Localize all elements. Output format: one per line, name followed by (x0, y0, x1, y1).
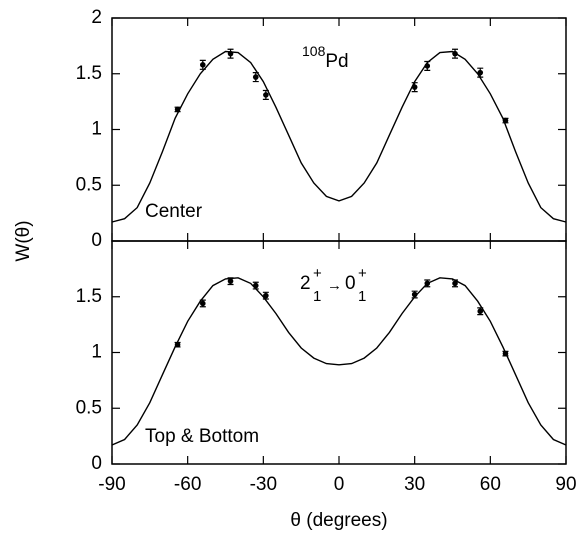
data-point (200, 300, 206, 307)
element: Pd (325, 51, 348, 72)
data-point (502, 117, 509, 124)
data-point (452, 280, 458, 287)
panel-label: Top & Bottom (145, 426, 259, 447)
transition-label: 2 + 1 → 0 + 1 (300, 265, 367, 305)
data-point (227, 50, 234, 57)
x-tick-label: 90 (555, 474, 576, 495)
y-tick-label: 0 (91, 453, 102, 474)
data-point (174, 106, 181, 113)
data-point (411, 291, 418, 298)
data-point (477, 69, 484, 76)
final-spin: 0 (345, 273, 356, 294)
x-axis-label: θ (degrees) (290, 510, 387, 531)
x-tick-label: -90 (98, 474, 125, 495)
y-tick-label: 1.5 (76, 286, 102, 307)
initial-index: 1 (313, 288, 321, 305)
data-point (263, 92, 269, 98)
fit-curve (111, 277, 567, 446)
y-tick-label: 1.5 (76, 63, 102, 84)
y-tick-label: 0 (91, 230, 102, 251)
data-point (252, 282, 259, 289)
data-point (477, 308, 484, 315)
y-tick-label: 0.5 (76, 397, 102, 418)
final-parity: + (358, 265, 367, 282)
data-point (424, 63, 431, 69)
data-point (411, 84, 418, 90)
x-tick-label: -30 (250, 474, 277, 495)
data-point (424, 280, 431, 287)
mass-number: 108 (302, 43, 326, 59)
initial-spin: 2 (300, 273, 311, 294)
final-index: 1 (358, 288, 366, 305)
data-point (502, 350, 509, 357)
y-tick-label: 1 (91, 119, 102, 140)
panel-label: Center (145, 201, 203, 222)
data-point (263, 292, 269, 299)
y-axis-label: W(θ) (13, 220, 34, 261)
data-point (452, 50, 458, 57)
data-point (200, 62, 206, 68)
x-tick-label: -60 (174, 474, 201, 495)
data-point (252, 74, 259, 80)
arrow: → (327, 277, 342, 294)
initial-parity: + (313, 265, 322, 282)
data-point (174, 341, 181, 348)
y-tick-label: 1 (91, 342, 102, 363)
y-tick-label: 2 (91, 7, 102, 28)
x-tick-label: 0 (334, 474, 345, 495)
y-tick-label: 0.5 (76, 174, 102, 195)
x-tick-label: 60 (480, 474, 501, 495)
data-point (227, 278, 234, 284)
x-tick-label: 30 (404, 474, 425, 495)
fit-curve (111, 50, 567, 223)
nucleus-label: 108Pd (302, 43, 349, 72)
